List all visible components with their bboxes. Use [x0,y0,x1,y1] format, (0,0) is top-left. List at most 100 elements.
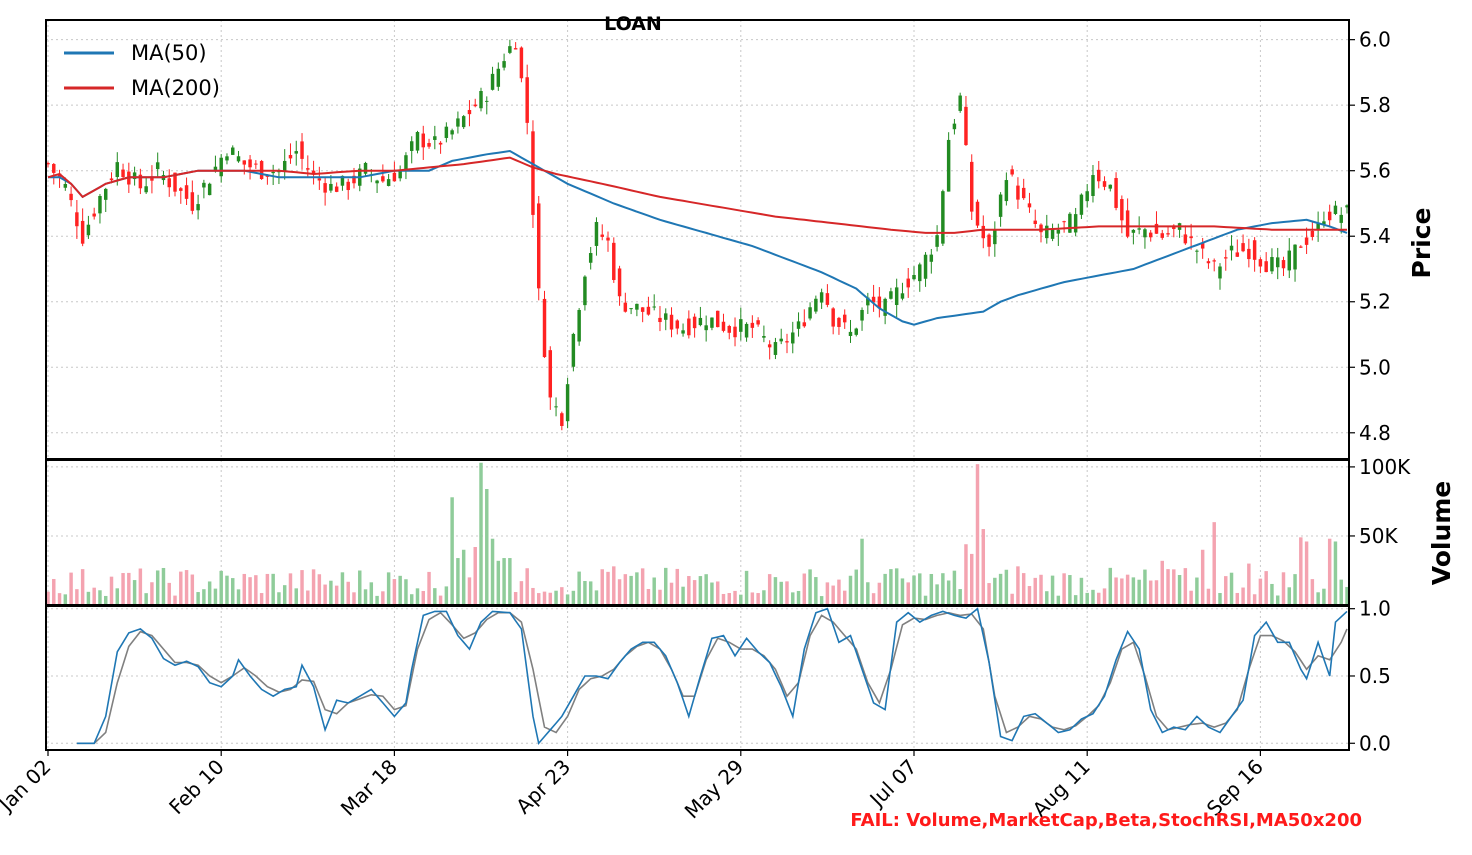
volume-bar [1293,574,1297,605]
volume-bar [1097,592,1101,605]
volume-bar [958,589,962,605]
candle-body [1091,175,1095,196]
candle-body [496,68,501,87]
volume-bar [554,590,558,605]
volume-bar [715,581,720,605]
candle-body [894,287,899,305]
candle-body [490,73,495,90]
candle-body [1247,248,1251,260]
candle-body [588,253,593,263]
candle-body [565,384,570,422]
candle-body [975,201,980,226]
volume-bar [121,573,125,605]
candle-body [964,106,968,146]
volume-tick-label: 50K [1359,524,1398,548]
candle-body [1085,191,1089,202]
volume-bar [115,588,120,605]
volume-bar [132,580,137,605]
candle-body [848,331,853,336]
candle-body [1125,210,1130,237]
volume-bar [467,577,472,605]
candle-body [1293,244,1297,270]
volume-bar [588,581,593,605]
candle-body [652,306,656,308]
volume-bar [606,571,610,605]
candle-body [1016,185,1020,200]
price-tick-label: 5.6 [1359,159,1391,183]
stoch-tick-label: 0.5 [1359,664,1391,688]
candle-body [444,126,449,138]
candle-body [583,276,587,306]
volume-bar [329,580,333,605]
candle-body [669,314,674,330]
candle-body [1004,180,1009,202]
candle-body [1264,261,1268,273]
volume-bar [300,570,304,605]
candle-body [121,169,125,178]
volume-bar [970,553,974,605]
stoch-tick-label: 1.0 [1359,597,1391,621]
candle-body [329,183,333,191]
candle-body [750,322,755,328]
candle-body [779,338,783,342]
candle-body [571,333,576,367]
volume-bar [207,581,212,605]
volume-bar [242,573,247,605]
volume-bar [848,575,853,605]
volume-bar [1339,579,1343,605]
candle-body [1212,260,1216,262]
volume-bar [640,568,645,605]
volume-bar [57,593,62,605]
volume-bar [837,579,841,605]
volume-bar [92,587,96,605]
candle-body [1120,199,1124,221]
candle-body [1322,221,1326,225]
volume-bar [1172,569,1176,605]
volume-bar [698,576,703,605]
volume-bar [1039,574,1043,605]
candle-body [456,118,460,127]
volume-bar [866,582,870,605]
volume-bar [1218,593,1222,605]
candle-body [860,309,864,321]
volume-bar [409,594,414,605]
price-tick-label: 5.2 [1359,290,1391,314]
legend-label: MA(50) [131,41,207,65]
candle-body [791,332,795,344]
volume-bar [842,590,847,605]
candle-body [1310,230,1315,237]
volume-bar [819,596,824,605]
stoch-k-line [76,607,1348,746]
volume-bar [577,571,581,605]
x-tick-label: Apr 23 [511,755,575,819]
volume-bar [433,588,437,605]
candle-body [213,166,218,171]
candle-body [560,413,564,426]
panel-frames [45,19,1350,751]
volume-bar [652,577,656,605]
volume-bar [952,570,957,605]
candle-body [577,309,581,342]
volume-bar [52,578,56,605]
volume-bar [490,538,495,605]
volume-bar [1010,593,1014,605]
volume-bar [104,595,108,605]
candle-body [785,341,789,343]
candle-body [906,278,910,288]
candle-body [802,322,807,327]
candle-body [467,109,472,115]
volume-bar [929,573,934,605]
candle-body [202,182,206,188]
legend-label: MA(200) [131,76,220,100]
volume-bar [381,591,385,605]
price-tick-label: 4.8 [1359,421,1391,445]
volume-bar [825,582,830,605]
volume-bar [167,582,171,605]
volume-bar [814,577,818,605]
volume-bar [571,590,576,605]
candle-body [236,156,241,162]
volume-bar [1235,592,1240,605]
candle-body [698,317,703,326]
volume-bar [669,582,674,605]
